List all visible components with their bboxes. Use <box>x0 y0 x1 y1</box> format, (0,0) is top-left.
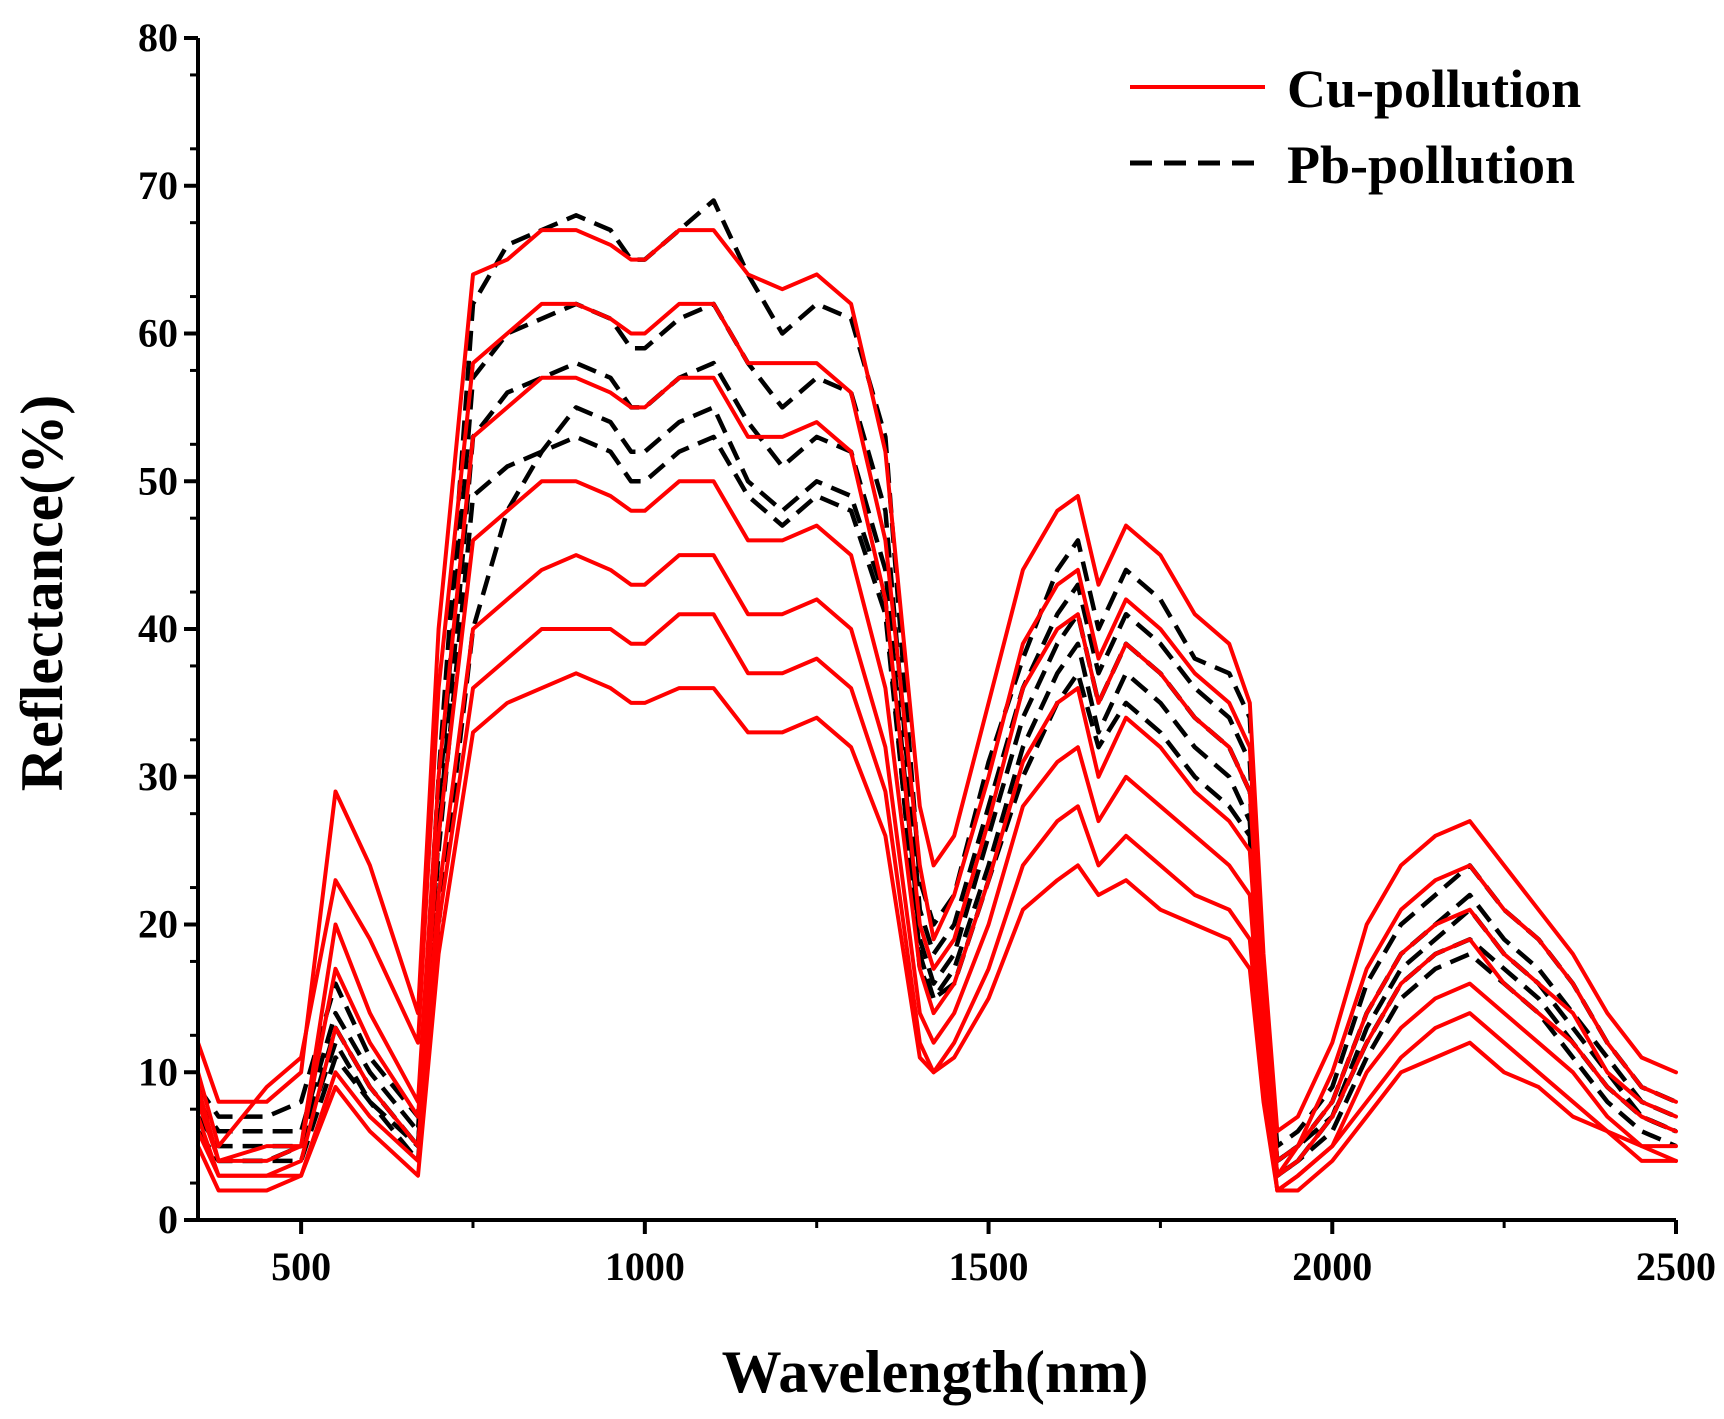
cu-pollution-curve-5 <box>196 553 1678 1193</box>
legend: Cu-pollution Pb-pollution <box>1130 59 1581 195</box>
y-axis-ticks: 0 10 20 30 40 50 60 70 80 <box>138 15 198 1242</box>
plot-area <box>196 198 1678 1193</box>
y-tick-label: 50 <box>138 458 178 503</box>
y-tick-label: 0 <box>158 1197 178 1242</box>
x-axis-ticks: 500 1000 1500 2000 2500 <box>271 1220 1716 1289</box>
pb-pollution-curve-1 <box>196 198 1677 1149</box>
y-axis-title: Reflectance(%) <box>9 395 75 791</box>
cu-pollution-curve-2 <box>196 301 1678 1163</box>
legend-label-cu: Cu-pollution <box>1287 59 1581 119</box>
cu-pollution-curve-6 <box>196 612 1678 1193</box>
x-axis-title: Wavelength(nm) <box>722 1339 1149 1405</box>
x-tick-label: 2500 <box>1636 1244 1716 1289</box>
cu-pollution-curve-3 <box>196 375 1678 1178</box>
x-tick-label: 500 <box>271 1244 331 1289</box>
cu-pollution-curve-4 <box>196 479 1678 1178</box>
y-tick-label: 70 <box>138 163 178 208</box>
y-tick-label: 40 <box>138 606 178 651</box>
y-tick-label: 30 <box>138 754 178 799</box>
x-tick-label: 1500 <box>949 1244 1029 1289</box>
y-tick-label: 80 <box>138 15 178 60</box>
y-tick-label: 60 <box>138 311 178 356</box>
y-tick-label: 10 <box>138 1049 178 1094</box>
x-tick-label: 1000 <box>605 1244 685 1289</box>
cu-pollution-curve-1 <box>196 228 1678 1134</box>
legend-label-pb: Pb-pollution <box>1287 135 1575 195</box>
cu-pollution-curve-7 <box>196 671 1678 1193</box>
y-tick-label: 20 <box>138 902 178 947</box>
x-tick-label: 2000 <box>1292 1244 1372 1289</box>
